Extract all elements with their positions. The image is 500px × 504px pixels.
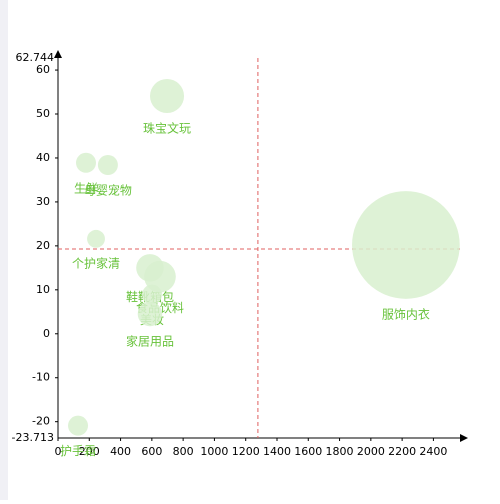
bubble-label: 生鲜 — [74, 181, 98, 195]
y-arrow — [54, 50, 62, 58]
x-tick-label: 1800 — [326, 445, 354, 458]
bubble — [149, 78, 185, 114]
x-tick-label: 1000 — [200, 445, 228, 458]
bubble — [144, 260, 176, 293]
x-tick-label: 2400 — [419, 445, 447, 458]
x-arrow — [460, 434, 468, 442]
bubble-label: 母婴宠物 — [84, 182, 132, 197]
x-tick-label: 1400 — [263, 445, 291, 458]
bubble-label: 珠宝文玩 — [143, 121, 191, 136]
y-tick-label: -10 — [32, 371, 50, 384]
x-tick-label: 1600 — [294, 445, 322, 458]
y-tick-label: 10 — [36, 283, 50, 296]
side-strip — [0, 0, 8, 500]
x-tick-label: 200 — [79, 445, 100, 458]
y-tick-label: 0 — [43, 327, 50, 340]
x-tick-label: 1200 — [232, 445, 260, 458]
bubble-label: 护手霜 — [60, 444, 96, 458]
x-tick-label: 0 — [55, 445, 62, 458]
bubble — [137, 301, 163, 327]
y-tick-label: 20 — [36, 239, 50, 252]
bubble-label: 个护家清 — [72, 255, 120, 270]
y-min-label: -23.713 — [12, 431, 54, 444]
bubble — [97, 154, 118, 175]
bubble — [352, 191, 460, 299]
y-tick-label: 30 — [36, 195, 50, 208]
x-tick-label: 2200 — [388, 445, 416, 458]
x-tick-label: 600 — [141, 445, 162, 458]
bubble-label: 服饰内衣 — [382, 306, 430, 321]
x-tick-label: 800 — [173, 445, 194, 458]
x-tick-label: 2000 — [357, 445, 385, 458]
x-tick-label: 400 — [110, 445, 131, 458]
bubble-label: 家居用品 — [126, 334, 174, 349]
y-tick-label: 60 — [36, 63, 50, 76]
y-max-label: 62.744 — [16, 51, 55, 64]
bubble — [75, 152, 96, 173]
y-tick-label: -20 — [32, 415, 50, 428]
bubble — [68, 415, 89, 436]
bubble — [87, 229, 105, 248]
y-tick-label: 50 — [36, 107, 50, 120]
y-tick-label: 40 — [36, 151, 50, 164]
bubble — [142, 284, 163, 305]
